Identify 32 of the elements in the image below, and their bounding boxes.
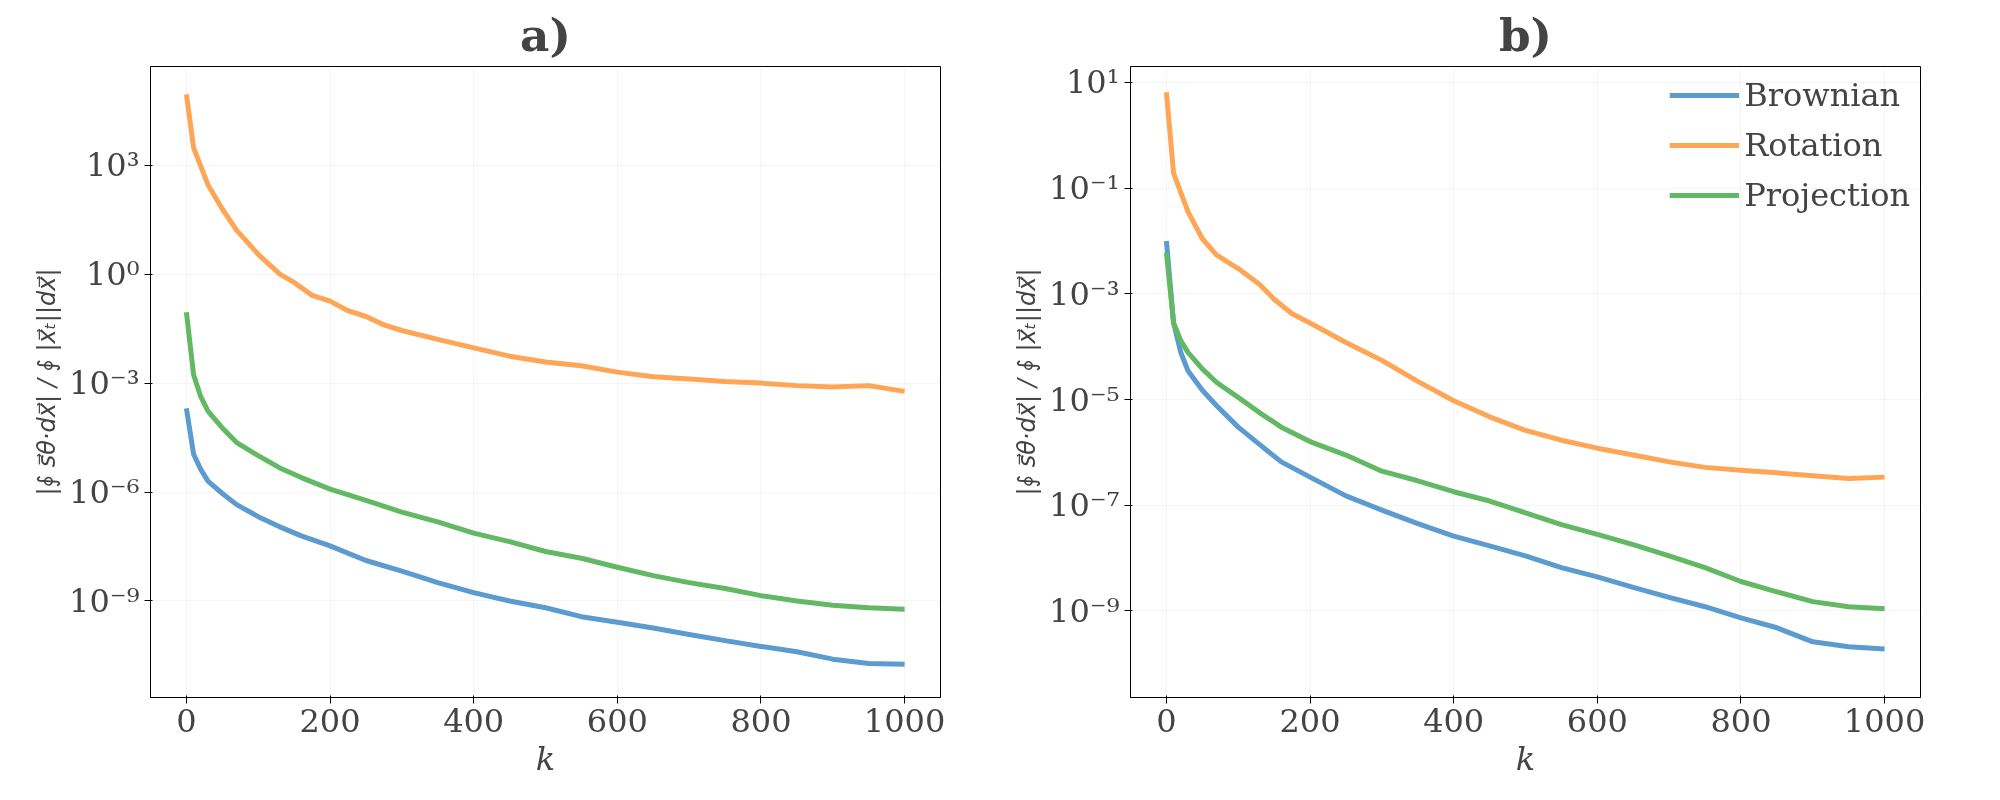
y-tick-label: 10⁻¹ xyxy=(1049,169,1120,208)
legend-label: Projection xyxy=(1744,176,1910,214)
x-tick-label: 600 xyxy=(1566,701,1628,740)
x-tick-label: 800 xyxy=(1710,701,1772,740)
y-axis-title: |∮ s⃗θ·dx⃗| / ∮ |x⃗ₜ||dx⃗| xyxy=(1013,268,1042,496)
x-tick-label: 400 xyxy=(443,701,505,740)
y-tick-label: 10¹ xyxy=(1065,63,1120,102)
chart-title: b) xyxy=(1498,7,1553,62)
x-tick-label: 0 xyxy=(1156,701,1177,740)
x-tick-label: 200 xyxy=(1279,701,1341,740)
y-tick-label: 10³ xyxy=(85,146,140,185)
y-tick-label: 10⁻³ xyxy=(1049,274,1120,313)
x-tick-label: 200 xyxy=(299,701,361,740)
y-tick-label: 10⁻⁹ xyxy=(1049,591,1120,630)
x-tick-label: 800 xyxy=(730,701,792,740)
chart-title: a) xyxy=(520,7,571,62)
x-axis-title: k xyxy=(535,739,556,778)
y-tick-label: 10⁻⁶ xyxy=(69,473,140,512)
legend-label: Brownian xyxy=(1744,76,1901,114)
y-tick-label: 10⁻⁹ xyxy=(69,581,140,620)
y-tick-label: 10⁰ xyxy=(85,255,140,294)
x-tick-label: 1000 xyxy=(1843,701,1926,740)
x-tick-label: 0 xyxy=(176,701,197,740)
y-tick-label: 10⁻⁵ xyxy=(1049,380,1120,419)
x-axis-title: k xyxy=(1515,739,1536,778)
x-tick-label: 400 xyxy=(1423,701,1485,740)
legend-label: Rotation xyxy=(1744,126,1883,164)
y-tick-label: 10⁻³ xyxy=(69,364,140,403)
x-tick-label: 600 xyxy=(586,701,648,740)
y-axis-title: |∮ s⃗θ·dx⃗| / ∮ |x⃗ₜ||dx⃗| xyxy=(33,268,62,496)
x-tick-label: 1000 xyxy=(863,701,946,740)
y-tick-label: 10⁻⁷ xyxy=(1049,486,1120,525)
